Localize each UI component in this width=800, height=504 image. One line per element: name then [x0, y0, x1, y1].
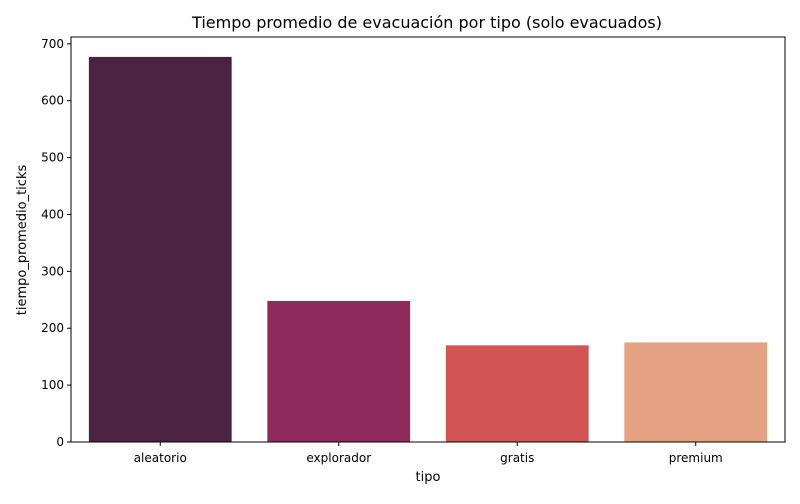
y-axis-ticks: 0 100 200 300 400 500 600 700 [41, 37, 71, 449]
y-tick-label: 200 [41, 321, 64, 335]
x-tick-label: premium [669, 451, 723, 465]
y-tick-label: 100 [41, 378, 64, 392]
y-tick-label: 400 [41, 207, 64, 221]
bar-gratis [445, 345, 589, 442]
y-tick-label: 500 [41, 151, 64, 165]
x-axis-ticks: aleatorio explorador gratis premium [134, 442, 723, 465]
x-tick-label: explorador [306, 451, 371, 465]
plot-frame [70, 36, 786, 443]
y-tick-label: 0 [56, 435, 64, 449]
bars-layer [88, 56, 768, 443]
y-axis-label: tiempo_promedio_ticks [15, 165, 30, 316]
x-tick-label: gratis [500, 451, 534, 465]
x-axis-label: tipo [416, 470, 441, 485]
y-tick-label: 600 [41, 94, 64, 108]
bar-aleatorio [88, 56, 232, 443]
bar-explorador [267, 300, 411, 442]
y-tick-label: 700 [41, 37, 64, 51]
chart-title: Tiempo promedio de evacuación por tipo (… [191, 13, 662, 32]
bar-premium [624, 342, 768, 442]
y-tick-label: 300 [41, 264, 64, 278]
x-tick-label: aleatorio [134, 451, 187, 465]
